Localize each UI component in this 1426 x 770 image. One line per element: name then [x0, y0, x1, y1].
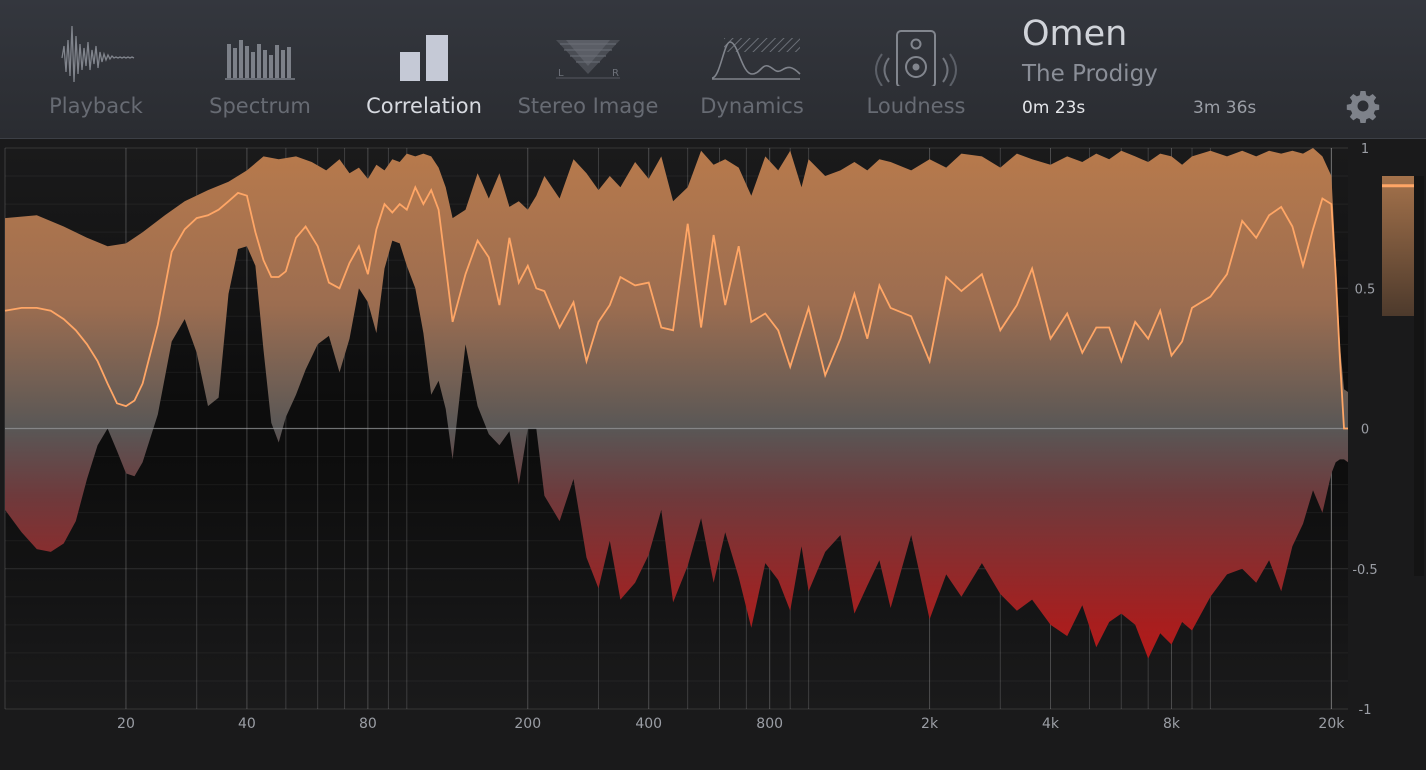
- waveform-icon: [61, 25, 135, 83]
- x-axis-labels: 20 40 80 200 400 800 2k 4k 8k 20k: [117, 716, 1345, 732]
- y-tick-label: -1: [1359, 703, 1372, 718]
- time-elapsed: 0m 23s: [1022, 98, 1086, 118]
- x-tick-label: 4k: [1042, 716, 1060, 732]
- x-tick-label: 8k: [1163, 716, 1181, 732]
- tab-playback-label: Playback: [49, 94, 143, 118]
- tab-stereo-image-label: Stereo Image: [517, 94, 659, 118]
- x-tick-label: 20k: [1318, 716, 1345, 732]
- tab-stereo-image[interactable]: L R Stereo Image: [508, 0, 668, 138]
- y-tick-label: 0: [1361, 423, 1369, 438]
- toolbar: Playback Spectrum Correlati: [0, 0, 1426, 139]
- tab-correlation-label: Correlation: [366, 94, 482, 118]
- spectrum-bars-icon: [225, 40, 295, 80]
- svg-text:L: L: [558, 68, 564, 79]
- y-tick-label: 1: [1361, 142, 1369, 157]
- x-tick-label: 200: [514, 716, 541, 732]
- gear-icon[interactable]: [1346, 89, 1380, 123]
- y-axis-labels: 1 0.5 0 -0.5 -1: [1352, 142, 1377, 718]
- y-tick-label: -0.5: [1352, 563, 1377, 578]
- x-tick-label: 400: [635, 716, 662, 732]
- correlation-envelope: [5, 148, 1348, 659]
- track-artist: The Prodigy: [1022, 61, 1158, 87]
- x-tick-label: 2k: [921, 716, 939, 732]
- x-tick-label: 20: [117, 716, 135, 732]
- correlation-line: [4, 185, 1348, 430]
- x-tick-label: 40: [238, 716, 256, 732]
- correlation-plot: 20 40 80 200 400 800 2k 4k 8k 20k 1 0.5 0 -0.5 -1: [0, 139, 1426, 770]
- tab-correlation[interactable]: Correlation: [344, 0, 504, 138]
- x-tick-label: 80: [359, 716, 377, 732]
- stereo-lr-icon: L R: [556, 40, 620, 79]
- speaker-icon: [875, 30, 957, 86]
- tab-loudness[interactable]: Loudness: [836, 0, 996, 138]
- dynamics-curve-icon: [711, 38, 801, 80]
- tab-loudness-label: Loudness: [866, 94, 966, 118]
- correlation-meter: [1382, 176, 1424, 576]
- meter-track: [1414, 176, 1424, 576]
- tab-playback[interactable]: Playback: [16, 0, 176, 138]
- tab-dynamics[interactable]: Dynamics: [672, 0, 832, 138]
- correlation-bars-icon: [400, 35, 448, 81]
- time-total: 3m 36s: [1193, 98, 1257, 118]
- tab-dynamics-label: Dynamics: [700, 94, 804, 118]
- y-tick-label: 0.5: [1355, 282, 1376, 297]
- svg-text:R: R: [612, 68, 619, 79]
- tab-spectrum[interactable]: Spectrum: [180, 0, 340, 138]
- x-tick-label: 800: [756, 716, 783, 732]
- tab-spectrum-label: Spectrum: [209, 94, 311, 118]
- track-title: Omen: [1022, 14, 1128, 54]
- meter-fill: [1382, 176, 1414, 316]
